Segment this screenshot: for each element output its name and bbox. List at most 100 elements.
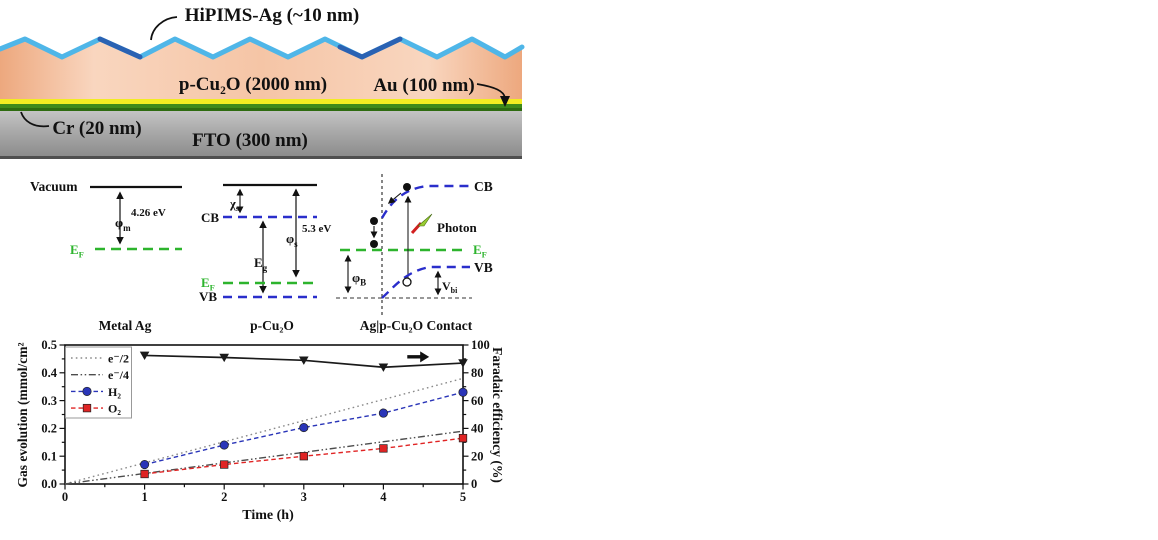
au-pointer-arrowhead	[500, 96, 510, 107]
data-point-circle	[378, 408, 388, 418]
ag-zigzag-dark-segment	[97, 36, 143, 60]
electron-dot	[370, 217, 378, 225]
vb-label: VB	[199, 289, 217, 304]
hole-dot	[402, 277, 412, 287]
v-bi-label: Vbi	[442, 279, 458, 295]
band-diagrams: Vacuum φm 4.26 eV EF Metal Ag χs CB Eg φ…	[30, 174, 493, 333]
tick-label: 0.1	[41, 449, 57, 463]
tick-label: 4	[380, 490, 387, 504]
tick-label: 2	[221, 490, 227, 504]
tick-label: 40	[471, 422, 484, 436]
cu2o-label: p-Cu₂O (2000 nm)	[179, 74, 327, 95]
caption-contact: Ag|p-Cu₂O Contact	[360, 318, 473, 333]
ag-zigzag-layer	[0, 36, 525, 60]
tick-label: 0.3	[41, 394, 57, 408]
phi-s-label: φs	[286, 231, 298, 249]
tick-label: 0	[62, 490, 68, 504]
cb-label: CB	[201, 210, 219, 225]
legend-box	[65, 346, 132, 419]
tick-label: 20	[471, 449, 484, 463]
band-diagram-contact: CB EF Photon VB φB Vbi Ag|p-Cu₂O Contact	[336, 174, 493, 333]
data-point-square	[140, 469, 149, 479]
fermi-label: EF	[70, 242, 84, 260]
series-line-H₂	[144, 391, 464, 466]
data-point-triangle	[378, 363, 389, 372]
y-axis-title-right: Faradaic efficiency (%)	[490, 347, 505, 483]
electron-dot	[370, 240, 378, 248]
schematic-title: HiPIMS-Ag (~10 nm)	[185, 5, 360, 26]
cr-label: Cr (20 nm)	[52, 118, 141, 139]
photon-label: Photon	[437, 220, 478, 235]
tick-label: 80	[471, 366, 484, 380]
tick-label: 0	[471, 477, 477, 491]
phi-s-value: 5.3 eV	[302, 223, 331, 235]
chart-annotations	[407, 351, 430, 363]
data-point-circle	[458, 387, 468, 397]
data-point-triangle	[219, 353, 229, 363]
tick-label: 0.5	[41, 338, 57, 352]
legend-label: e⁻/4	[108, 368, 129, 382]
x-axis-title: Time (h)	[242, 508, 294, 523]
caption-p-cu2o: p-Cu₂O	[250, 318, 294, 333]
series-line-e⁻/4	[64, 430, 464, 485]
data-point-circle	[219, 440, 229, 450]
fto-label: FTO (300 nm)	[192, 130, 308, 151]
tick-label: 1	[141, 490, 147, 504]
cr-layer-shade	[0, 108, 522, 111]
data-point-triangle	[299, 356, 309, 365]
title-pointer-line	[150, 16, 178, 41]
tick-label: 5	[460, 490, 466, 504]
electron-transfer-arrow	[387, 192, 402, 204]
fto-bottom-edge	[0, 156, 522, 159]
right-axis-arrow-head	[420, 351, 430, 363]
legend-label: O₂	[108, 402, 121, 416]
device-schematic: HiPIMS-Ag (~10 nm) p-Cu₂O (2000 nm) Au (…	[0, 5, 525, 159]
data-point-circle	[82, 386, 92, 396]
phi-b-label: φB	[352, 270, 366, 288]
band-diagram-metal-ag: Vacuum φm 4.26 eV EF Metal Ag	[30, 179, 182, 333]
photon-bolt-head	[417, 213, 433, 227]
vacuum-label: Vacuum	[30, 179, 78, 194]
data-point-square	[458, 433, 468, 443]
data-point-square	[299, 452, 308, 461]
tick-label: 0.4	[41, 366, 57, 380]
chart-frame: 0 1 2 3 4 5 0.0 0.1 0.2 0.3 0.4 0.5 0 20 40 60 80 100	[41, 338, 489, 504]
tick-label: 60	[471, 394, 484, 408]
tick-label: 3	[301, 490, 307, 504]
data-point-triangle	[458, 359, 468, 368]
chart-series	[64, 351, 468, 485]
fermi-label: EF	[473, 242, 487, 260]
vb-bending-curve	[381, 265, 470, 299]
caption-metal-ag: Metal Ag	[99, 318, 152, 333]
data-point-circle	[140, 459, 150, 470]
legend-label: H₂	[108, 385, 121, 399]
y-axis-title-left: Gas evolution (mmol/cm²	[15, 342, 30, 487]
band-diagram-p-cu2o: χs CB Eg φs 5.3 eV EF VB p-Cu₂O	[199, 183, 331, 333]
au-label: Au (100 nm)	[373, 75, 474, 96]
data-point-square	[379, 444, 388, 453]
data-point-square	[82, 403, 92, 413]
fto-layer	[0, 111, 522, 157]
data-point-circle	[299, 423, 309, 433]
data-point-square	[220, 460, 229, 469]
legend-label: e⁻/2	[108, 352, 129, 366]
eg-label: Eg	[254, 255, 268, 273]
tick-label: 0.2	[41, 422, 57, 436]
phi-m-value: 4.26 eV	[131, 207, 166, 219]
cr-pointer-line	[20, 111, 50, 128]
ag-zigzag-dark-segment	[337, 36, 403, 60]
vb-label: VB	[474, 260, 493, 275]
chart-legend: e⁻/2 e⁻/4 H₂ O₂	[65, 346, 132, 419]
phi-m-label: φm	[115, 215, 131, 233]
series-line-e⁻/2	[64, 377, 464, 485]
chi-s-label: χs	[229, 197, 240, 213]
fermi-label: EF	[201, 275, 215, 293]
cr-layer	[0, 104, 522, 111]
au-layer	[0, 99, 522, 104]
electron-dot	[403, 183, 411, 191]
data-point-triangle	[139, 351, 150, 361]
gas-evolution-chart: 0 1 2 3 4 5 0.0 0.1 0.2 0.3 0.4 0.5 0 20 40 60 80 100 e⁻/…	[15, 338, 505, 523]
tick-label: 0.0	[41, 477, 57, 491]
tick-label: 100	[471, 338, 490, 352]
